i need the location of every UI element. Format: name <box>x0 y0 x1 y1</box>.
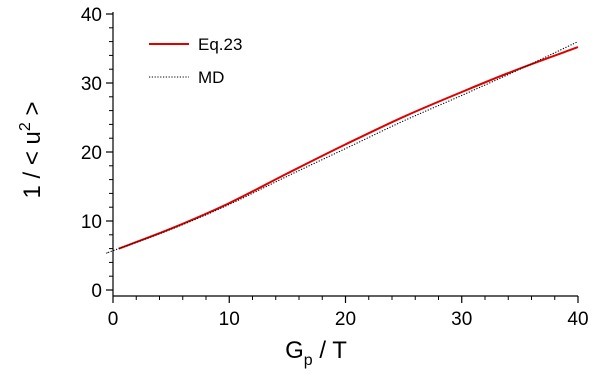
x-tick-label: 0 <box>108 309 119 330</box>
x-tick-label: 10 <box>219 309 240 330</box>
series-group <box>105 41 579 254</box>
x-axis-label: Gp / T <box>285 337 347 369</box>
x-tick-label: 30 <box>451 309 472 330</box>
legend: Eq.23 MD <box>149 35 242 87</box>
y-tick-label: 30 <box>81 74 102 95</box>
x-tick-label: 20 <box>335 309 356 330</box>
y-tick-label: 40 <box>81 5 102 26</box>
major-ticks: 0 10 20 30 40 0 10 20 30 40 <box>81 5 589 330</box>
series-line-md <box>105 41 579 254</box>
y-tick-label: 10 <box>81 212 102 233</box>
y-tick-label: 0 <box>91 281 102 302</box>
minor-ticks <box>109 27 556 300</box>
y-tick-label: 20 <box>81 143 102 164</box>
y-axis-label: 1 / < u2 > <box>17 102 46 199</box>
x-tick-label: 40 <box>567 309 588 330</box>
legend-label-eq23: Eq.23 <box>198 35 242 54</box>
series-line-eq23 <box>118 46 579 250</box>
legend-label-md: MD <box>198 68 224 87</box>
plot-area: 0 10 20 30 40 0 10 20 30 40 <box>81 5 589 330</box>
